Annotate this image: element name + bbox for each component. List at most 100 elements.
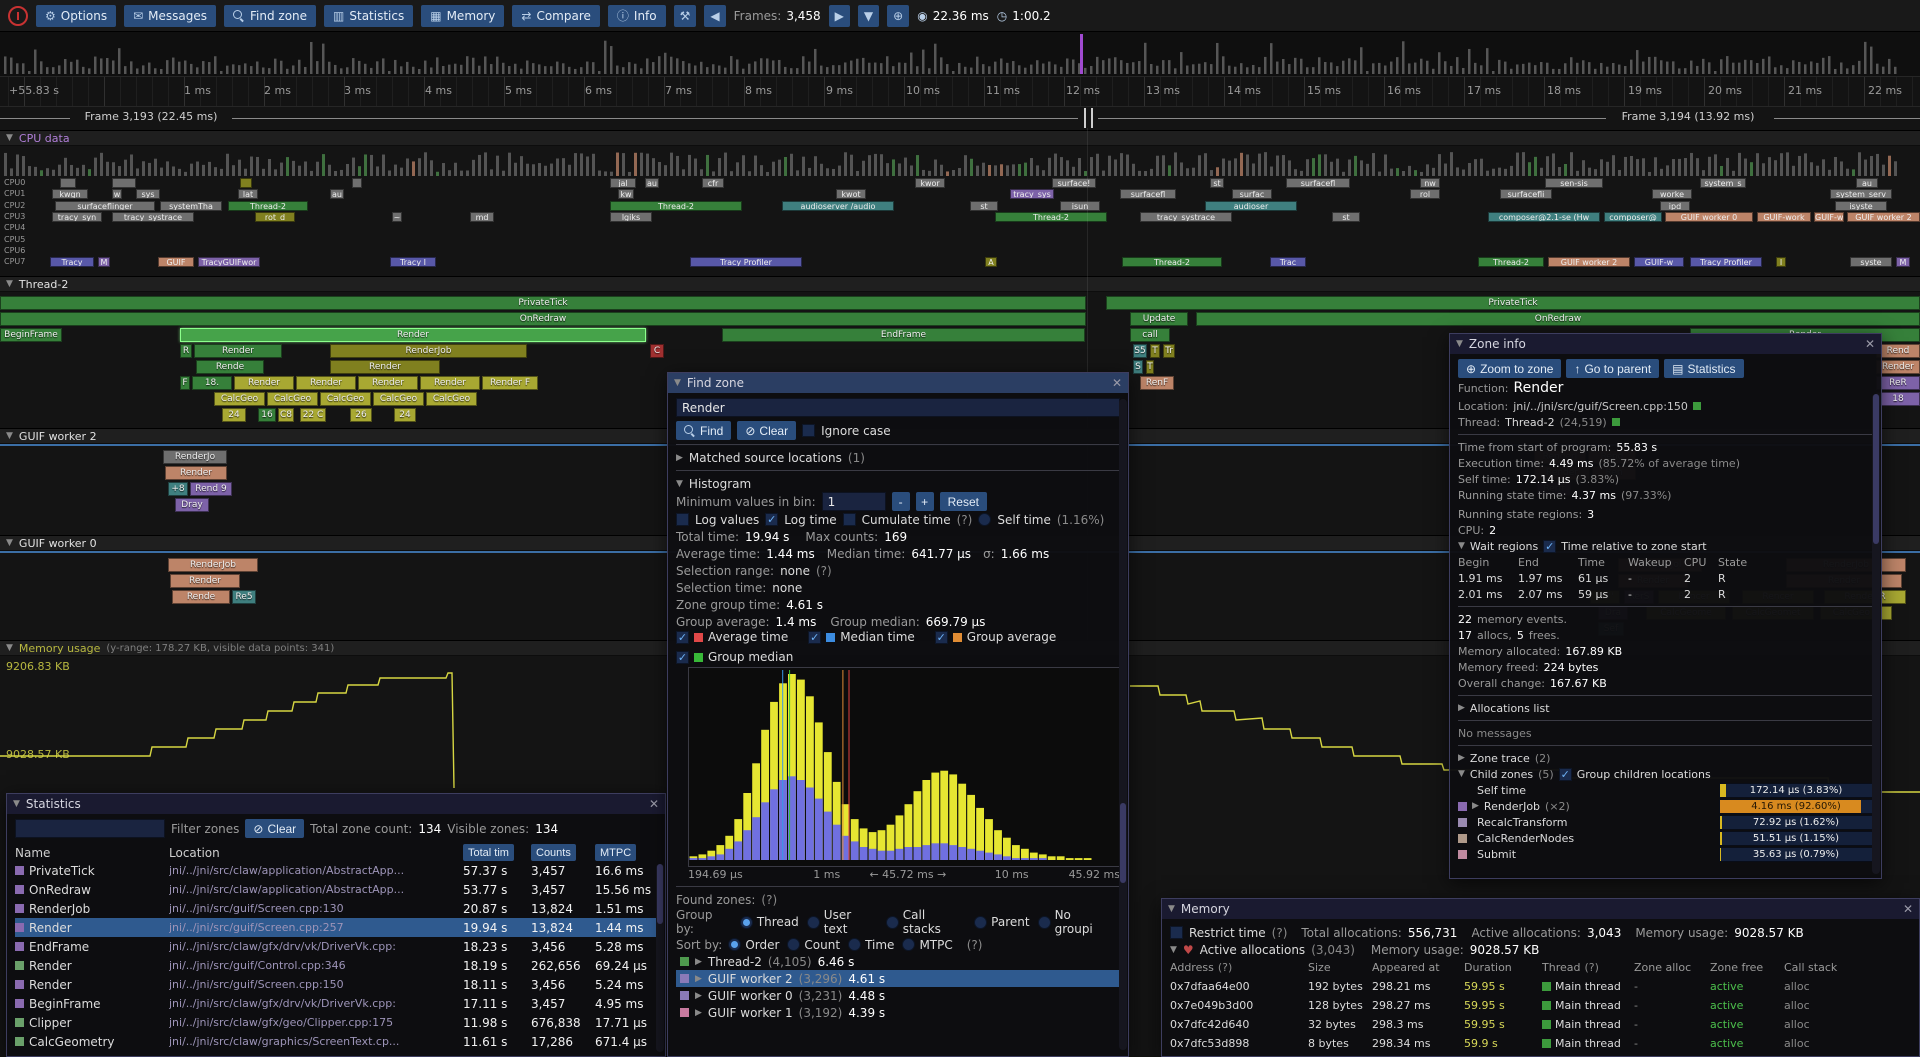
timeline-zone[interactable]: ReR — [1876, 376, 1920, 390]
log-time-checkbox[interactable] — [765, 513, 779, 526]
cpu-segment[interactable]: ~ — [392, 212, 402, 222]
timeline-zone[interactable]: RenderJob — [168, 558, 258, 572]
timeline-zone[interactable]: PrivateTick — [0, 296, 1086, 310]
expand-icon[interactable] — [695, 974, 702, 984]
group-by-option[interactable]: Parent — [974, 908, 1030, 936]
timeline-zone[interactable]: Render — [180, 328, 646, 342]
timeline-zone[interactable]: Render F — [482, 376, 538, 390]
cpu-segment[interactable]: GUIF worker 2 — [1548, 257, 1630, 267]
timeline-zone[interactable]: Dray — [175, 498, 209, 512]
cpu-segment[interactable]: Thread-2 — [995, 212, 1107, 222]
timeline-zone[interactable]: call — [1130, 328, 1170, 342]
cpu-segment[interactable]: sen-sis — [1545, 178, 1603, 188]
cpu-segment[interactable]: GUIF-w — [1814, 212, 1844, 222]
timeline-zone[interactable]: OnRedraw — [1196, 312, 1920, 326]
cpu-segment[interactable]: md — [470, 212, 494, 222]
column-header-counts[interactable]: Counts — [531, 844, 576, 861]
cpu-segment[interactable]: GUIF-w — [1634, 257, 1684, 267]
table-row[interactable]: Render jni/../jni/src/guif/Control.cpp:3… — [15, 956, 657, 975]
timeline-zone[interactable]: 22 C — [300, 408, 326, 422]
timeline-zone[interactable]: Rende — [196, 360, 264, 374]
go-to-parent-button[interactable]: Go to parent — [1566, 359, 1660, 378]
legend-item[interactable]: Group average — [934, 630, 1056, 644]
scrollbar[interactable] — [1872, 394, 1880, 874]
timeline-zone[interactable]: Render — [330, 360, 440, 374]
timeline-zone[interactable]: C — [650, 344, 664, 358]
timeline-zone[interactable]: 24 — [394, 408, 416, 422]
scrollbar[interactable] — [656, 864, 664, 1052]
cpu-segment[interactable]: surfaceflinger — [55, 201, 155, 211]
close-icon[interactable] — [1112, 376, 1122, 390]
cpu-segment[interactable]: Thread-2 — [610, 201, 742, 211]
cpu-segment[interactable] — [112, 178, 136, 188]
wait-regions-header[interactable]: Wait regions Time relative to zone start — [1458, 538, 1873, 554]
cpu-segment[interactable]: syste — [1850, 257, 1892, 267]
cpu-segment[interactable]: surfac — [1232, 189, 1272, 199]
timeline-zone[interactable]: 26 — [350, 408, 372, 422]
collapse-icon[interactable] — [1456, 339, 1463, 349]
cpu-segment[interactable]: GUIF-work — [1757, 212, 1811, 222]
table-row[interactable]: BeginFrame jni/../jni/src/claw/gfx/drv/v… — [15, 994, 657, 1013]
table-row[interactable]: PrivateTick jni/../jni/src/claw/applicat… — [15, 861, 657, 880]
cpu-segment[interactable]: system_serv — [1830, 189, 1892, 199]
table-row[interactable]: RenderJob jni/../jni/src/guif/Screen.cpp… — [15, 899, 657, 918]
collapse-icon[interactable] — [1170, 945, 1177, 955]
find-button[interactable]: Find — [676, 421, 732, 440]
cpu-segment[interactable]: rot_d — [255, 212, 295, 222]
child-zone-row[interactable]: CalcRenderNodes 51.51 µs (1.15%) — [1458, 830, 1873, 846]
help-icon[interactable]: (?) — [966, 937, 983, 952]
expand-icon[interactable] — [676, 453, 683, 463]
scrollbar[interactable] — [1119, 399, 1127, 1050]
legend-item[interactable]: Group median — [676, 650, 793, 664]
cpu-segment[interactable]: TracyGUIFwor — [198, 257, 260, 267]
timeline-zone[interactable]: Render — [1876, 360, 1920, 374]
allocation-row[interactable]: 0x7dfc53d898 8 bytes 298.34 ms 59.9 s Ma… — [1170, 1034, 1911, 1053]
cpu-segment[interactable]: tracy_sys — [1010, 189, 1054, 199]
timeline-zone[interactable]: +8 — [168, 482, 188, 496]
cpu-segment[interactable]: kwor — [915, 178, 945, 188]
collapse-icon[interactable] — [674, 378, 681, 388]
messages-button[interactable]: Messages — [124, 4, 216, 27]
options-button[interactable]: Options — [36, 4, 117, 27]
timeline-zone[interactable]: Render — [170, 574, 240, 588]
help-icon[interactable]: (?) — [816, 563, 832, 578]
timeline-zone[interactable]: R — [180, 344, 192, 358]
child-zone-row[interactable]: RecalcTransform 72.92 µs (1.62%) — [1458, 814, 1873, 830]
collapse-icon[interactable] — [13, 799, 20, 809]
histogram-plot[interactable] — [688, 667, 1122, 867]
next-frame-button[interactable] — [828, 4, 850, 27]
timeline-zone[interactable]: Render — [296, 376, 356, 390]
log-values-checkbox[interactable] — [676, 513, 689, 526]
allocation-row[interactable]: 0x7e049b3d00 128 bytes 298.27 ms 59.95 s… — [1170, 996, 1911, 1015]
collapse-icon[interactable] — [1458, 769, 1465, 779]
memory-titlebar[interactable]: Memory — [1162, 899, 1919, 919]
cpu-segment[interactable]: surface! — [1052, 178, 1096, 188]
sort-by-option[interactable]: Order — [728, 938, 779, 952]
table-row[interactable]: Render jni/../jni/src/guif/Screen.cpp:15… — [15, 975, 657, 994]
find-zone-button[interactable]: Find zone — [224, 4, 317, 27]
timeline-zone[interactable]: EndFrame — [722, 328, 1085, 342]
cpu-segment[interactable]: worke — [1652, 189, 1692, 199]
memory-button[interactable]: Memory — [421, 4, 505, 27]
info-button[interactable]: Info — [607, 4, 666, 27]
prev-frame-button[interactable] — [704, 4, 726, 27]
expand-icon[interactable] — [1458, 703, 1465, 713]
legend-checkbox[interactable] — [676, 630, 689, 644]
timeline-zone[interactable]: RenderJo — [163, 450, 227, 464]
timeline-zone[interactable]: Rend — [1876, 344, 1920, 358]
thread-header[interactable]: Thread-2 — [0, 276, 1920, 292]
cpu-segment[interactable]: Thread-2 — [228, 201, 308, 211]
collapse-icon[interactable] — [6, 133, 13, 143]
cpu-segment[interactable]: au — [645, 178, 659, 188]
allocation-address[interactable]: 0x7dfc42d640 — [1170, 1018, 1250, 1031]
timeline-zone[interactable]: RenF — [1140, 376, 1174, 390]
cpu-segment[interactable]: Thread-2 — [1122, 257, 1222, 267]
time-ruler[interactable]: +55.83 s 1 ms 2 ms 3 ms 4 ms 5 ms 6 ms 7 ms 8 ms… — [0, 77, 1920, 107]
timeline-zone[interactable]: Render — [420, 376, 480, 390]
cpu-segment[interactable]: Tracy Profiler — [1690, 257, 1762, 267]
cpu-segment[interactable]: GUIF — [158, 257, 194, 267]
cpu-segment[interactable]: jal — [610, 178, 636, 188]
allocations-list-row[interactable]: Allocations list — [1458, 700, 1873, 716]
legend-checkbox[interactable] — [676, 650, 689, 664]
timeline-zone[interactable]: S — [1133, 360, 1143, 374]
